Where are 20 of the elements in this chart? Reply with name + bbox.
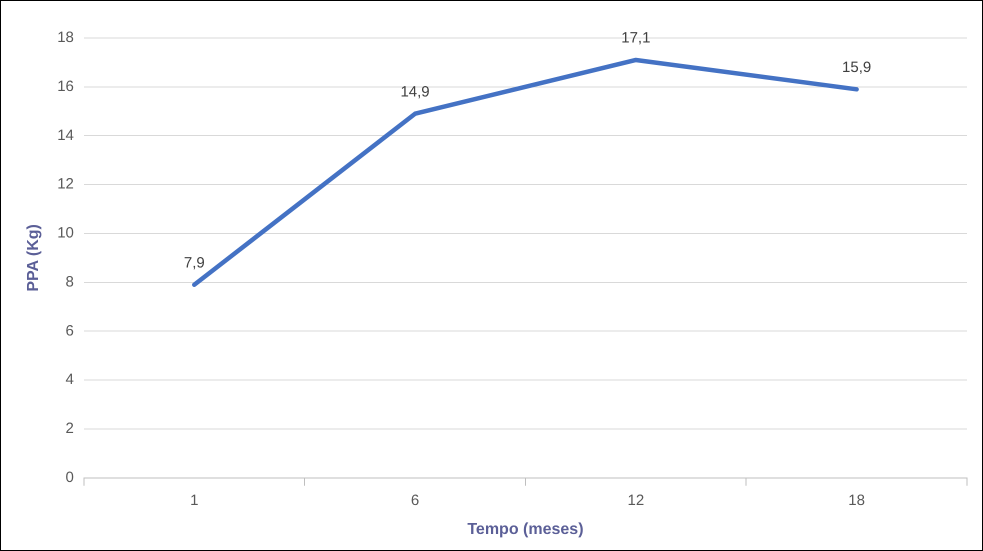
y-tick-label: 16 [57,78,74,96]
x-tick-label: 6 [410,492,420,509]
x-tick-label: 1 [190,492,198,509]
y-tick-label: 10 [57,224,74,242]
data-label: 15,9 [842,58,872,76]
data-label: 17,1 [621,30,650,47]
x-axis-title: Tempo (meses) [467,520,584,538]
x-tick-label: 18 [848,492,865,509]
y-tick-label: 14 [57,126,74,144]
y-tick-label: 8 [66,273,74,290]
y-tick-label: 2 [66,420,74,438]
y-tick-label: 0 [66,468,74,486]
data-label: 7,9 [184,254,205,272]
y-tick-label: 12 [57,176,74,193]
y-axis-title: PPA (Kg) [25,224,42,292]
y-tick-label: 18 [57,29,74,46]
x-tick-label: 12 [627,492,644,509]
y-tick-label: 4 [66,371,74,388]
y-tick-label: 6 [66,322,74,340]
data-label: 14,9 [400,83,430,100]
